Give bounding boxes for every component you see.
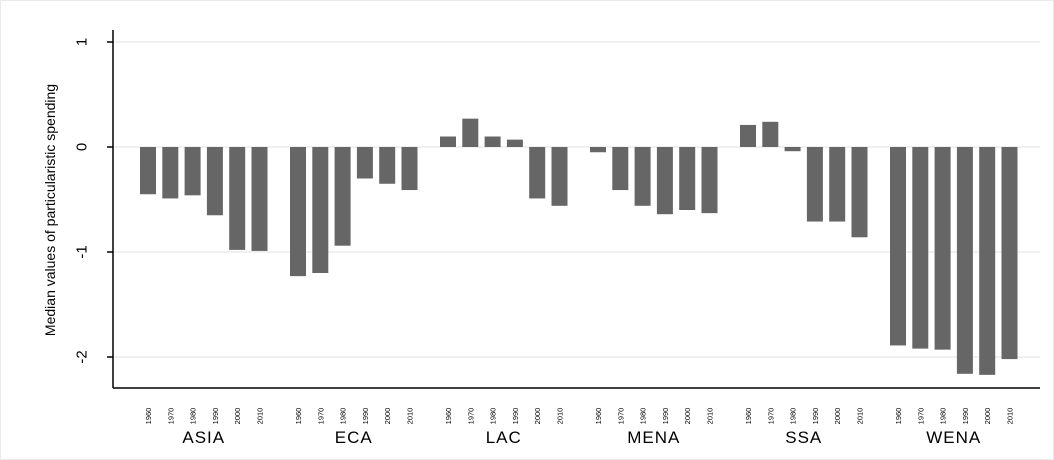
category-label-wena-1980: 1980 (939, 408, 948, 425)
bar-wena-2010 (1001, 147, 1018, 360)
bar-asia-2010 (251, 147, 268, 251)
bar-mena-1990 (656, 147, 673, 215)
y-tick-label--1: -1 (74, 245, 91, 258)
category-label-eca-1970: 1970 (316, 408, 325, 425)
bar-mena-2010 (701, 147, 718, 214)
bar-ssa-2000 (829, 147, 846, 222)
category-label-ssa-2010: 2010 (856, 408, 865, 425)
category-label-lac-1980: 1980 (489, 408, 498, 425)
category-label-asia-1970: 1970 (166, 408, 175, 425)
category-label-wena-1960: 1960 (894, 408, 903, 425)
bar-asia-1960 (140, 147, 156, 195)
category-label-mena-1970: 1970 (616, 408, 625, 425)
bar-mena-1960 (590, 147, 606, 153)
category-label-asia-1960: 1960 (144, 408, 153, 425)
bar-lac-1960 (440, 136, 456, 147)
bar-ssa-2010 (851, 147, 868, 238)
category-label-lac-2000: 2000 (533, 408, 542, 425)
category-label-asia-1980: 1980 (189, 408, 198, 425)
bars (140, 118, 1018, 375)
category-label-wena-1990: 1990 (961, 408, 970, 425)
category-label-mena-1980: 1980 (639, 408, 648, 425)
category-label-wena-2010: 2010 (1006, 408, 1015, 425)
bar-mena-1970 (612, 147, 629, 191)
bar-eca-2000 (379, 147, 396, 184)
y-tick-label--2: -2 (74, 350, 91, 363)
group-label-mena: MENA (627, 428, 680, 447)
category-label-ssa-1960: 1960 (744, 408, 753, 425)
bar-wena-1990 (956, 147, 973, 374)
category-label-ssa-1980: 1980 (789, 408, 798, 425)
category-label-wena-2000: 2000 (983, 408, 992, 425)
group-label-lac: LAC (486, 428, 522, 447)
group-label-asia: ASIA (182, 428, 225, 447)
group-label-ssa: SSA (785, 428, 822, 447)
category-label-lac-1960: 1960 (444, 408, 453, 425)
bar-asia-1980 (184, 147, 201, 196)
bar-ssa-1960 (740, 124, 756, 147)
group-label-eca: ECA (335, 428, 373, 447)
group-label-wena: WENA (926, 428, 981, 447)
bar-ssa-1970 (762, 121, 779, 147)
bar-eca-1980 (334, 147, 351, 246)
category-label-eca-1980: 1980 (339, 408, 348, 425)
bar-asia-1970 (162, 147, 179, 199)
category-label-lac-1970: 1970 (466, 408, 475, 425)
bar-asia-2000 (229, 147, 246, 250)
category-label-wena-1970: 1970 (916, 408, 925, 425)
category-label-asia-2010: 2010 (256, 408, 265, 425)
bar-ssa-1980 (784, 147, 801, 152)
category-label-ssa-2000: 2000 (833, 408, 842, 425)
category-label-asia-1990: 1990 (211, 408, 220, 425)
bar-mena-2000 (679, 147, 696, 210)
bar-lac-1990 (506, 139, 523, 147)
bar-wena-2000 (979, 147, 996, 375)
bar-lac-1980 (484, 136, 501, 147)
category-label-mena-1990: 1990 (661, 408, 670, 425)
bar-wena-1970 (912, 147, 929, 349)
bar-ssa-1990 (806, 147, 823, 222)
bar-mena-1980 (634, 147, 651, 206)
bar-lac-2010 (551, 147, 568, 206)
category-label-mena-1960: 1960 (594, 408, 603, 425)
category-label-asia-2000: 2000 (233, 408, 242, 425)
bar-eca-2010 (401, 147, 418, 191)
category-label-eca-2000: 2000 (383, 408, 392, 425)
y-tick-label-0: 0 (74, 143, 91, 151)
category-label-lac-2010: 2010 (556, 408, 565, 425)
bar-eca-1970 (312, 147, 329, 273)
bar-eca-1990 (356, 147, 373, 179)
bar-asia-1990 (206, 147, 223, 216)
category-label-mena-2000: 2000 (683, 408, 692, 425)
category-label-ssa-1970: 1970 (766, 408, 775, 425)
y-tick-label-1: 1 (74, 38, 91, 46)
category-label-ssa-1990: 1990 (811, 408, 820, 425)
axes (107, 30, 1040, 389)
bar-eca-1960 (290, 147, 306, 277)
labels: 1960 1970 1980 1990 2000 2010 ASIA 1960 1970 1980… (42, 38, 1015, 447)
y-axis-title: Median values of particularistic spendin… (42, 84, 58, 336)
category-label-eca-2010: 2010 (406, 408, 415, 425)
bar-lac-2000 (529, 147, 546, 199)
category-label-eca-1990: 1990 (361, 408, 370, 425)
category-label-mena-2010: 2010 (706, 408, 715, 425)
bar-wena-1960 (890, 147, 906, 346)
bar-wena-1980 (934, 147, 951, 350)
bar-lac-1970 (462, 118, 479, 147)
category-label-eca-1960: 1960 (294, 408, 303, 425)
category-label-lac-1990: 1990 (511, 408, 520, 425)
